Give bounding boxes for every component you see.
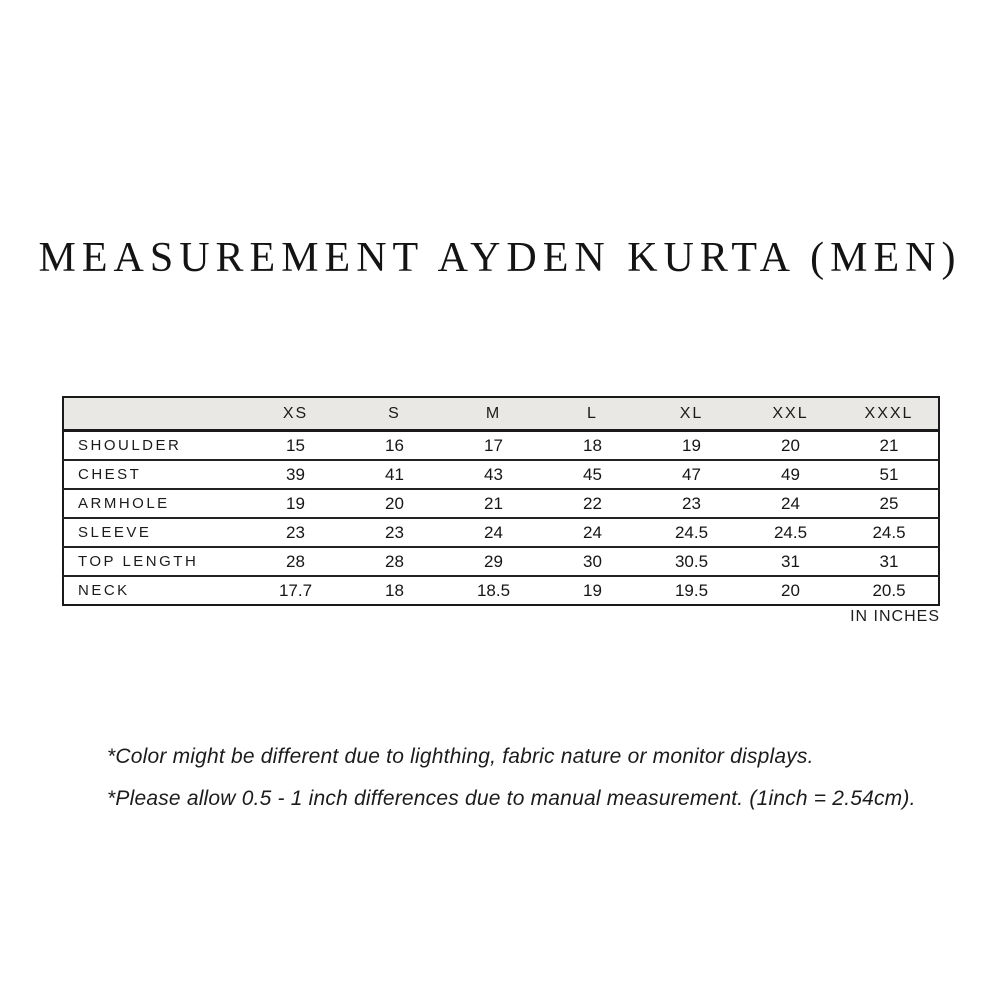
size-column-header: S [345,397,444,432]
measurement-cell: 31 [879,551,899,571]
measurement-cell: 25 [879,493,899,513]
measurement-cell: 28 [385,551,404,571]
page-title: MEASUREMENT AYDEN KURTA (MEN) [38,235,962,281]
measurement-cell: 15 [286,435,305,455]
measurement-cell: 21 [879,435,899,455]
measurement-cell: 17 [484,435,503,455]
measurement-cell: 23 [682,493,701,513]
measurement-row: SHOULDER 15 16 17 18 19 20 21 [63,431,939,460]
measurement-cell: 19 [286,493,305,513]
measurement-row-label: CHEST [78,466,142,483]
measurement-cell: 31 [781,551,800,571]
size-column-header: XXL [741,397,840,432]
size-column-header: XXXL [840,397,939,432]
measurement-cell: 18.5 [476,580,511,600]
size-column-header: XL [642,397,741,432]
measurement-cell: 28 [286,551,305,571]
size-column-header: M [444,397,543,432]
measurement-cell: 45 [583,464,602,484]
measurement-row: SLEEVE 23 23 24 24 24.5 24.5 24.5 [63,518,939,547]
measurement-cell: 43 [484,464,503,484]
measurement-cell: 41 [385,464,404,484]
measurement-cell: 23 [385,522,404,542]
footnote-color-disclaimer: *Color might be different due to lighthi… [107,745,814,768]
unit-note: IN INCHES [850,608,940,625]
measurement-cell: 17.7 [278,580,313,600]
measurement-cell: 24.5 [773,522,808,542]
measurement-cell: 18 [385,580,404,600]
measurement-cell: 19 [583,580,602,600]
measurement-row-label: NECK [78,582,130,599]
size-column-header: XS [246,397,345,432]
measurement-row-label: SLEEVE [78,524,152,541]
measurement-cell: 20 [385,493,404,513]
measurement-cell: 18 [583,435,602,455]
size-column-header: L [543,397,642,432]
measurement-cell: 21 [484,493,503,513]
measurement-row-label: TOP LENGTH [78,553,199,570]
measurement-cell: 24.5 [674,522,709,542]
measurement-cell: 49 [781,464,800,484]
measurement-row: CHEST 39 41 43 45 47 49 51 [63,460,939,489]
measurement-row-label: ARMHOLE [78,495,170,512]
measurement-cell: 30.5 [674,551,709,571]
measurement-cell: 47 [682,464,701,484]
measurement-cell: 20 [781,435,800,455]
measurement-cell: 39 [286,464,305,484]
measurement-cell: 19.5 [674,580,709,600]
measurement-cell: 19 [682,435,701,455]
measurement-cell: 24 [484,522,503,542]
measurement-cell: 20 [781,580,800,600]
measurement-cell: 16 [385,435,404,455]
measurement-table-body: SHOULDER 15 16 17 18 19 20 21 CHEST 39 41 43 45 47 49 5… [63,431,939,606]
measurement-cell: 20.5 [872,580,906,600]
measurement-cell: 24 [781,493,800,513]
measurement-row: TOP LENGTH 28 28 29 30 30.5 31 31 [63,547,939,576]
measurement-row: NECK 17.7 18 18.5 19 19.5 20 20.5 [63,576,939,605]
size-header-row: XS S M L XL XXL XXXL [63,397,939,432]
measurement-cell: 23 [286,522,305,542]
measurement-row-label: SHOULDER [78,437,182,454]
measurement-cell: 29 [484,551,503,571]
footnote-measurement-disclaimer: *Please allow 0.5 - 1 inch differences d… [107,787,916,810]
measurement-table: XS S M L XL XXL XXXL SHOULDER 15 16 17 18 19 20 21 CHE… [62,396,940,606]
measurement-table-header: XS S M L XL XXL XXXL [63,397,939,432]
measurement-cell: 22 [583,493,602,513]
measurement-cell: 24.5 [872,522,906,542]
footnotes: *Color might be different due to lighthi… [107,744,916,828]
corner-cell [63,397,246,432]
measurement-row: ARMHOLE 19 20 21 22 23 24 25 [63,489,939,518]
measurement-cell: 24 [583,522,602,542]
measurement-cell: 30 [583,551,602,571]
measurement-cell: 51 [879,464,899,484]
